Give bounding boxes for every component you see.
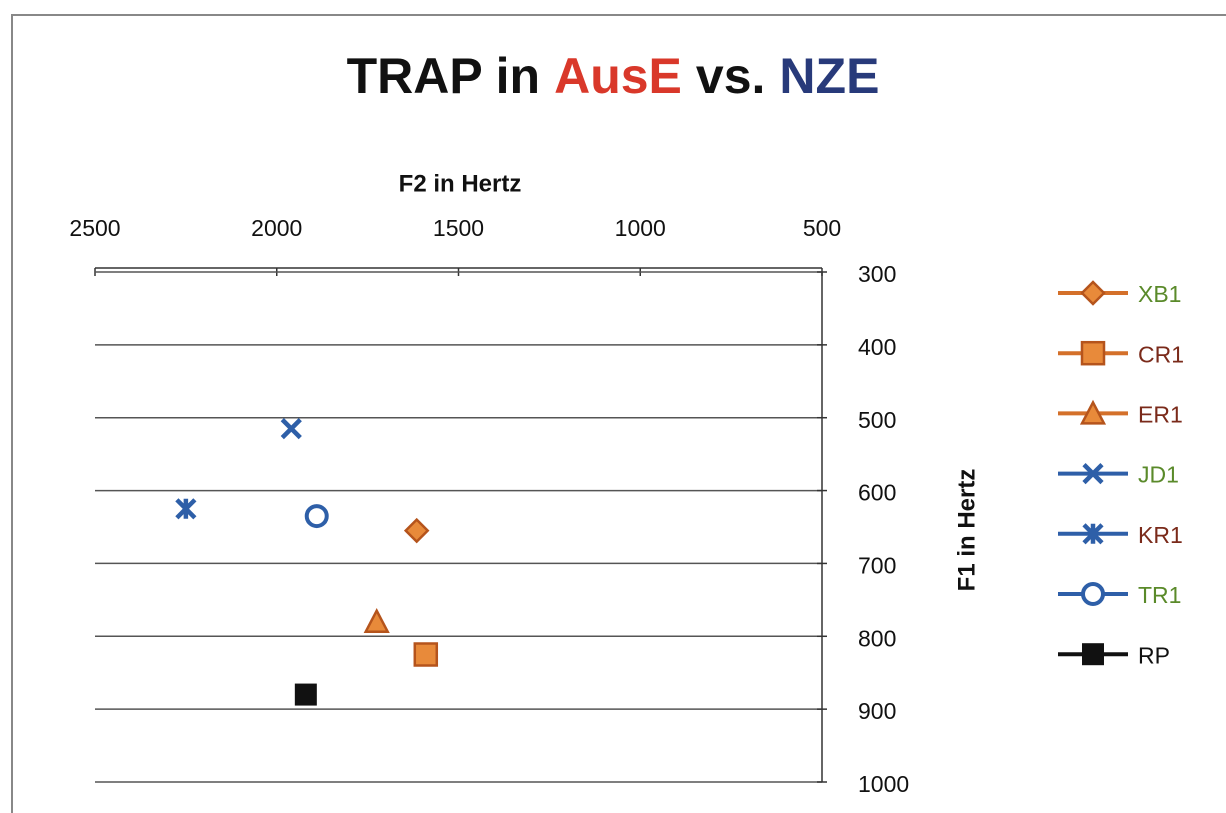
data-point	[280, 418, 302, 440]
data-point	[294, 683, 317, 706]
y-tick-label: 900	[858, 698, 896, 724]
y-tick-label: 400	[858, 334, 896, 360]
data-point	[363, 608, 390, 633]
y-tick-label: 800	[858, 625, 896, 651]
legend-marker	[1082, 463, 1104, 485]
y-tick-label: 500	[858, 407, 896, 433]
chart-title: TRAP in AusE vs. NZE	[347, 48, 880, 104]
data-point	[403, 517, 430, 544]
legend-marker	[1082, 643, 1104, 666]
data-point	[413, 642, 439, 667]
x-tick-label: 500	[803, 215, 841, 241]
legend-marker	[1082, 523, 1104, 545]
y-tick-label: 300	[858, 261, 896, 287]
legend-marker	[1079, 399, 1107, 425]
legend-marker	[1081, 582, 1105, 606]
legend-label: KR1	[1138, 522, 1183, 548]
x-tick-label: 2000	[251, 215, 302, 241]
y-tick-label: 700	[858, 553, 896, 579]
legend-label: XB1	[1138, 281, 1181, 307]
legend-marker	[1080, 280, 1106, 306]
x-tick-label: 1000	[615, 215, 666, 241]
legend-label: TR1	[1138, 582, 1181, 608]
legend-label: ER1	[1138, 401, 1183, 427]
title-part: vs.	[696, 48, 766, 104]
legend-label: JD1	[1138, 462, 1179, 488]
y-tick-label: 1000	[858, 771, 909, 797]
chart-frame	[11, 14, 1226, 813]
x-axis-label: F2 in Hertz	[399, 170, 522, 197]
x-tick-label: 1500	[433, 215, 484, 241]
legend-label: RP	[1138, 642, 1170, 668]
y-axis-label: F1 in Hertz	[953, 469, 980, 592]
y-tick-label: 600	[858, 480, 896, 506]
title-part: AusE	[554, 48, 682, 104]
x-tick-label: 2500	[69, 215, 120, 241]
data-point	[304, 504, 329, 529]
title-part: TRAP in	[347, 48, 541, 104]
legend-label: CR1	[1138, 341, 1184, 367]
title-part: NZE	[779, 48, 879, 104]
data-point	[175, 498, 197, 520]
legend-marker	[1080, 340, 1106, 366]
